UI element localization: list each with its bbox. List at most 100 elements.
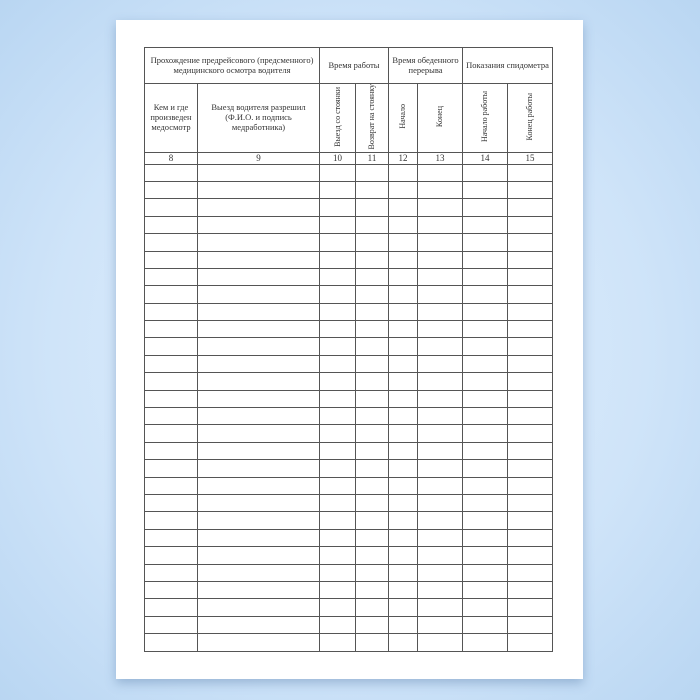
table-cell[interactable] <box>319 546 357 565</box>
table-cell[interactable] <box>196 407 321 426</box>
table-cell[interactable] <box>417 633 464 652</box>
table-cell[interactable] <box>462 546 509 565</box>
table-cell[interactable] <box>462 285 509 304</box>
table-cell[interactable] <box>319 337 357 356</box>
table-cell[interactable] <box>319 285 357 304</box>
table-cell[interactable] <box>319 198 357 217</box>
table-cell[interactable] <box>144 389 198 409</box>
table-cell[interactable] <box>507 598 554 617</box>
table-cell[interactable] <box>462 511 509 530</box>
table-cell[interactable] <box>417 337 464 356</box>
table-cell[interactable] <box>319 407 357 426</box>
table-cell[interactable] <box>417 320 464 339</box>
table-cell[interactable] <box>319 476 357 496</box>
table-cell[interactable] <box>355 285 390 304</box>
table-cell[interactable] <box>462 372 509 391</box>
table-cell[interactable] <box>355 250 390 269</box>
table-cell[interactable] <box>388 580 419 600</box>
table-cell[interactable] <box>388 476 419 496</box>
table-cell[interactable] <box>196 528 321 548</box>
table-cell[interactable] <box>196 563 321 582</box>
table-cell[interactable] <box>355 528 390 548</box>
table-cell[interactable] <box>319 528 357 548</box>
table-cell[interactable] <box>196 163 321 182</box>
table-cell[interactable] <box>196 198 321 217</box>
table-cell[interactable] <box>144 372 198 391</box>
table-cell[interactable] <box>196 354 321 374</box>
table-cell[interactable] <box>355 302 390 322</box>
table-cell[interactable] <box>196 424 321 443</box>
table-cell[interactable] <box>355 389 390 409</box>
table-cell[interactable] <box>507 633 554 652</box>
table-cell[interactable] <box>144 424 198 443</box>
table-cell[interactable] <box>388 424 419 443</box>
table-cell[interactable] <box>144 546 198 565</box>
table-cell[interactable] <box>507 250 554 269</box>
table-cell[interactable] <box>355 320 390 339</box>
table-cell[interactable] <box>507 424 554 443</box>
table-cell[interactable] <box>144 215 198 235</box>
table-cell[interactable] <box>144 633 198 652</box>
table-cell[interactable] <box>462 580 509 600</box>
table-cell[interactable] <box>388 267 419 287</box>
table-cell[interactable] <box>507 580 554 600</box>
table-cell[interactable] <box>507 285 554 304</box>
table-cell[interactable] <box>196 302 321 322</box>
table-cell[interactable] <box>144 528 198 548</box>
table-cell[interactable] <box>462 459 509 478</box>
table-cell[interactable] <box>319 250 357 269</box>
table-cell[interactable] <box>144 476 198 496</box>
table-cell[interactable] <box>462 320 509 339</box>
table-cell[interactable] <box>319 320 357 339</box>
table-cell[interactable] <box>144 354 198 374</box>
table-cell[interactable] <box>319 563 357 582</box>
table-cell[interactable] <box>462 302 509 322</box>
table-cell[interactable] <box>144 563 198 582</box>
table-cell[interactable] <box>196 250 321 269</box>
table-cell[interactable] <box>417 198 464 217</box>
table-cell[interactable] <box>507 459 554 478</box>
table-cell[interactable] <box>319 267 357 287</box>
table-cell[interactable] <box>144 267 198 287</box>
table-cell[interactable] <box>417 302 464 322</box>
table-cell[interactable] <box>144 598 198 617</box>
table-cell[interactable] <box>144 580 198 600</box>
table-cell[interactable] <box>355 198 390 217</box>
table-cell[interactable] <box>507 233 554 252</box>
table-cell[interactable] <box>319 511 357 530</box>
table-cell[interactable] <box>196 459 321 478</box>
table-cell[interactable] <box>388 250 419 269</box>
table-cell[interactable] <box>196 215 321 235</box>
table-cell[interactable] <box>388 302 419 322</box>
table-cell[interactable] <box>417 389 464 409</box>
table-cell[interactable] <box>355 267 390 287</box>
table-cell[interactable] <box>388 459 419 478</box>
table-cell[interactable] <box>417 424 464 443</box>
table-cell[interactable] <box>462 389 509 409</box>
table-cell[interactable] <box>388 285 419 304</box>
table-cell[interactable] <box>144 337 198 356</box>
table-cell[interactable] <box>462 441 509 461</box>
table-cell[interactable] <box>462 198 509 217</box>
table-cell[interactable] <box>319 215 357 235</box>
table-cell[interactable] <box>417 267 464 287</box>
table-cell[interactable] <box>507 302 554 322</box>
table-cell[interactable] <box>417 546 464 565</box>
table-cell[interactable] <box>355 563 390 582</box>
table-cell[interactable] <box>144 163 198 182</box>
table-cell[interactable] <box>507 267 554 287</box>
table-cell[interactable] <box>462 267 509 287</box>
table-cell[interactable] <box>462 615 509 635</box>
table-cell[interactable] <box>388 441 419 461</box>
table-cell[interactable] <box>355 233 390 252</box>
table-cell[interactable] <box>355 180 390 200</box>
table-cell[interactable] <box>196 285 321 304</box>
table-cell[interactable] <box>196 441 321 461</box>
table-cell[interactable] <box>388 180 419 200</box>
table-cell[interactable] <box>507 407 554 426</box>
table-cell[interactable] <box>196 511 321 530</box>
table-cell[interactable] <box>507 354 554 374</box>
table-cell[interactable] <box>319 633 357 652</box>
table-cell[interactable] <box>144 302 198 322</box>
table-cell[interactable] <box>144 180 198 200</box>
